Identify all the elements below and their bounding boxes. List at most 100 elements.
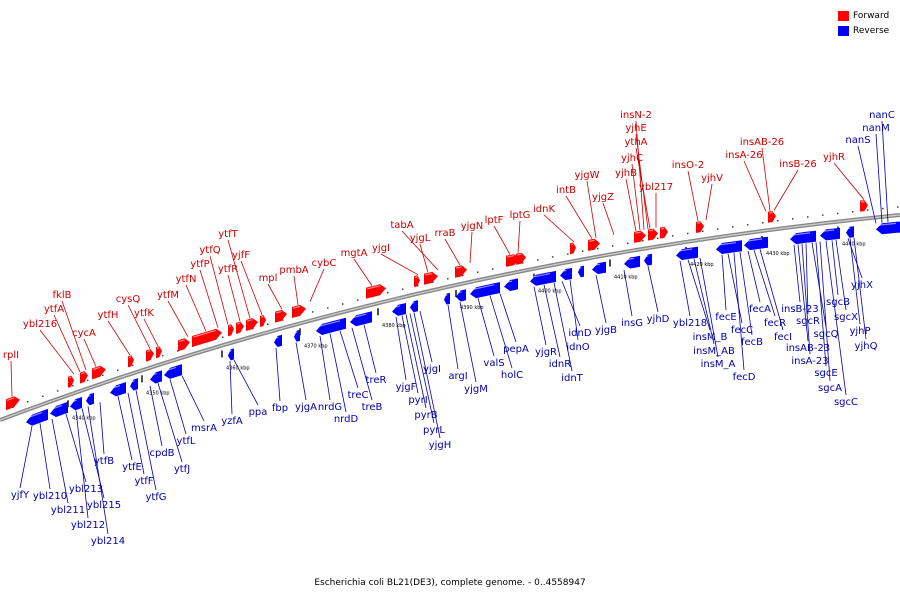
gene-block-highlight — [366, 285, 381, 290]
reverse-gene-block — [350, 311, 372, 327]
reverse-gene-block — [578, 265, 584, 278]
forward-gene-label: yjhE — [625, 123, 646, 134]
reverse-gene-leader-line — [169, 379, 187, 435]
reverse-gene-label: nanC — [869, 110, 895, 121]
forward-gene-leader-line — [493, 225, 511, 255]
reverse-gene-block — [676, 246, 698, 261]
reverse-gene-label: yzfA — [221, 416, 243, 427]
forward-gene-label: ybl217 — [639, 182, 673, 193]
reverse-gene-label: yjhX — [851, 280, 873, 291]
gene-block-highlight — [530, 272, 551, 278]
gene-block-highlight — [292, 305, 301, 309]
reverse-gene-block — [228, 348, 234, 361]
axis-minor-tick — [177, 350, 179, 352]
reverse-gene-label: insAB-23 — [786, 343, 830, 354]
forward-gene-leader-line — [687, 170, 699, 222]
reverse-gene-label: ybl218 — [673, 318, 707, 329]
reverse-gene-leader-line — [339, 330, 359, 389]
gene-block-highlight — [92, 366, 101, 371]
gene-block-highlight — [275, 310, 282, 314]
legend-item-forward: Forward — [838, 8, 889, 23]
gene-block-highlight — [592, 263, 601, 267]
reverse-gene-leader-line — [797, 244, 809, 342]
reverse-gene-label: fecD — [733, 372, 756, 383]
gene-block-highlight — [660, 227, 665, 230]
forward-gene-leader-line — [83, 338, 97, 367]
reverse-gene-leader-line — [561, 281, 581, 327]
reverse-gene-label: insA-23 — [791, 356, 828, 367]
axis-minor-tick — [387, 292, 389, 294]
reverse-gene-label: yjgR — [535, 347, 557, 358]
reverse-gene-leader-line — [733, 252, 745, 371]
axis-minor-tick — [897, 206, 899, 208]
forward-gene-block — [634, 230, 646, 243]
forward-gene-label: lptF — [485, 215, 504, 226]
reverse-gene-leader-line — [351, 327, 373, 401]
gene-block-highlight — [504, 280, 513, 284]
forward-gene-leader-line — [743, 160, 767, 212]
axis-minor-tick — [852, 210, 854, 213]
forward-gene-leader-line — [61, 300, 87, 371]
forward-gene-leader-line — [517, 220, 521, 253]
forward-gene-label: insN-2 — [620, 110, 652, 121]
forward-gene-leader-line — [39, 329, 75, 375]
forward-gene-leader-line — [586, 180, 597, 239]
reverse-gene-block — [410, 300, 418, 313]
reverse-gene-block — [592, 261, 606, 275]
axis-tick-label: 4370 kbp — [304, 343, 328, 349]
forward-gene-block — [570, 242, 576, 255]
reverse-gene-leader-line — [815, 242, 827, 367]
axis-minor-tick — [687, 232, 689, 235]
forward-gene-block — [660, 226, 668, 239]
gene-block-highlight — [696, 222, 701, 224]
axis-minor-tick — [522, 262, 524, 264]
forward-gene-leader-line — [705, 183, 713, 220]
reverse-gene-label: ytfG — [145, 492, 166, 503]
reverse-gene-block — [316, 317, 346, 335]
forward-gene-block — [696, 221, 704, 233]
reverse-gene-leader-line — [805, 243, 809, 315]
axis-tick-label: 4440 kbp — [842, 242, 866, 248]
gene-block-highlight — [26, 411, 43, 419]
reverse-gene-label: ybl213 — [69, 484, 103, 495]
reverse-gene-label: valS — [483, 358, 504, 369]
reverse-gene-block — [846, 226, 854, 238]
reverse-gene-leader-line — [459, 302, 477, 383]
axis-minor-tick — [717, 228, 719, 230]
reverse-gene-label: cpdB — [149, 448, 174, 459]
reverse-gene-leader-line — [295, 342, 307, 401]
reverse-gene-leader-line — [405, 314, 427, 409]
reverse-gene-label: insB-23 — [781, 304, 819, 315]
gene-block-highlight — [820, 229, 835, 233]
reverse-gene-leader-line — [413, 312, 441, 439]
axis-minor-tick — [867, 209, 869, 211]
forward-gene-block — [236, 321, 244, 334]
forward-gene-block — [414, 275, 420, 288]
reverse-gene-block — [876, 221, 900, 235]
forward-gene-label: insAB-26 — [740, 137, 784, 148]
axis-tick-label: 4340 kbp — [72, 415, 96, 421]
forward-gene-block — [156, 346, 162, 359]
forward-gene-label: mpl — [259, 273, 278, 284]
reverse-gene-leader-line — [39, 423, 51, 490]
reverse-gene-leader-line — [117, 396, 133, 461]
gene-block-highlight — [146, 350, 151, 353]
gene-block-highlight — [274, 336, 279, 339]
gene-block-highlight — [876, 222, 897, 226]
reverse-gene-block — [530, 270, 556, 286]
axis-minor-tick — [477, 271, 479, 273]
reverse-gene-label: fbp — [272, 403, 288, 414]
reverse-gene-leader-line — [753, 249, 776, 317]
reverse-gene-leader-line — [699, 257, 719, 358]
reverse-gene-label: idnT — [561, 373, 583, 384]
axis-minor-tick — [627, 242, 629, 245]
axis-minor-tick — [807, 216, 809, 218]
axis-minor-tick — [462, 274, 464, 277]
forward-gene-block — [68, 375, 74, 388]
reverse-gene-label: fecR — [764, 318, 786, 329]
axis-minor-tick — [27, 400, 29, 403]
forward-gene-leader-line — [833, 162, 865, 200]
reverse-gene-leader-line — [825, 240, 847, 396]
reverse-gene-label: insG — [621, 318, 643, 329]
